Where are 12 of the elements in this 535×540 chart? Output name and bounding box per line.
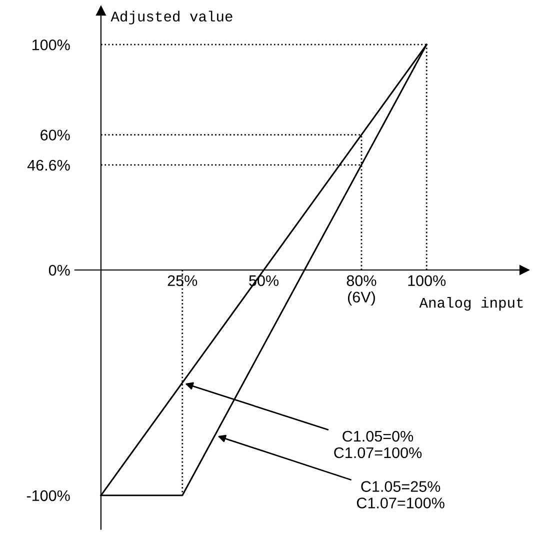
y-tick-label: -100% <box>26 490 70 502</box>
y-axis-title: Adjusted value <box>110 10 232 24</box>
annotation: C1.05=0% C1.07=100% <box>334 430 422 458</box>
x-tick-label: 100% <box>408 275 446 286</box>
annotation: C1.05=25% C1.07=100% <box>356 481 444 508</box>
y-tick-label: 100% <box>32 39 70 50</box>
x-tick-label: 25% <box>168 275 198 286</box>
y-tick-label: 60% <box>40 130 70 140</box>
x-tick-label: 80% (6V) <box>346 275 376 306</box>
y-tick-label: 0% <box>48 264 70 276</box>
y-tick-label: 46.6% <box>27 160 70 171</box>
x-axis-title: Analog input <box>419 297 523 311</box>
